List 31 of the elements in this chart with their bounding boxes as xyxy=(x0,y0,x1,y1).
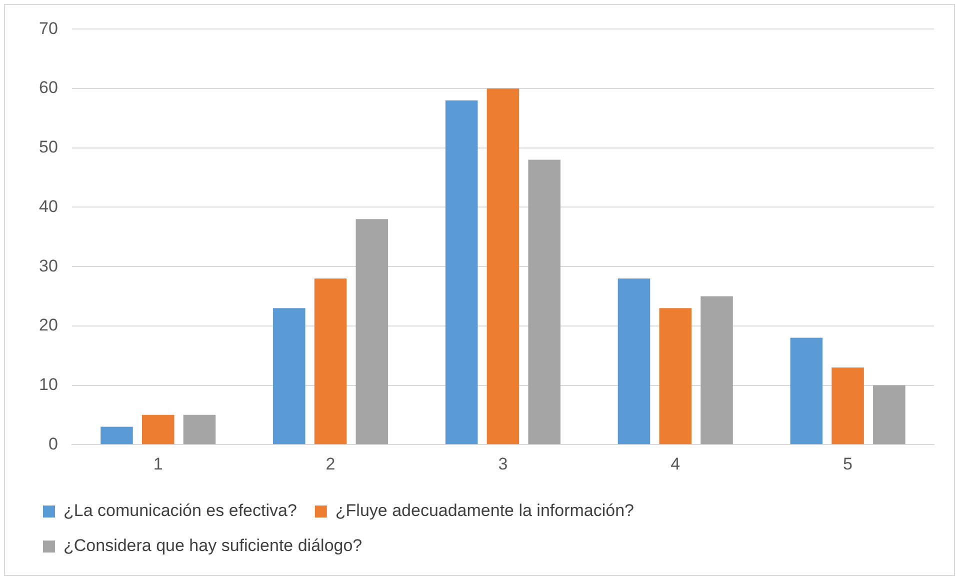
bar xyxy=(832,367,864,444)
y-tick-label: 10 xyxy=(38,374,58,394)
bar xyxy=(659,308,692,444)
y-tick-label: 20 xyxy=(38,316,58,335)
x-tick-label: 2 xyxy=(326,454,336,474)
y-tick-label: 40 xyxy=(38,196,58,216)
bar xyxy=(183,414,216,444)
x-tick-label: 1 xyxy=(153,454,163,474)
bar xyxy=(486,88,520,444)
bar xyxy=(528,160,560,444)
x-tick-label: 4 xyxy=(670,454,680,474)
legend-label: ¿Fluye adecuadamente la información? xyxy=(335,501,634,520)
y-tick-label: 50 xyxy=(38,138,58,157)
y-tick-label: 60 xyxy=(38,78,58,98)
x-tick-label: 5 xyxy=(843,454,853,474)
bar xyxy=(100,426,133,444)
bar xyxy=(356,219,388,444)
y-tick-label: 30 xyxy=(38,256,58,276)
bar xyxy=(700,296,733,444)
bar xyxy=(790,338,823,444)
x-tick-label: 3 xyxy=(498,454,508,474)
y-tick-label: 70 xyxy=(38,18,58,38)
legend-label: ¿Considera que hay suficiente diálogo? xyxy=(64,536,362,556)
bar xyxy=(873,385,906,444)
bar xyxy=(142,414,174,444)
bar xyxy=(314,278,347,444)
bar xyxy=(445,100,478,444)
legend-label: ¿La comunicación es efectiva? xyxy=(64,501,297,520)
bar xyxy=(618,278,650,444)
bar xyxy=(273,308,306,444)
y-tick-label: 0 xyxy=(48,434,58,454)
